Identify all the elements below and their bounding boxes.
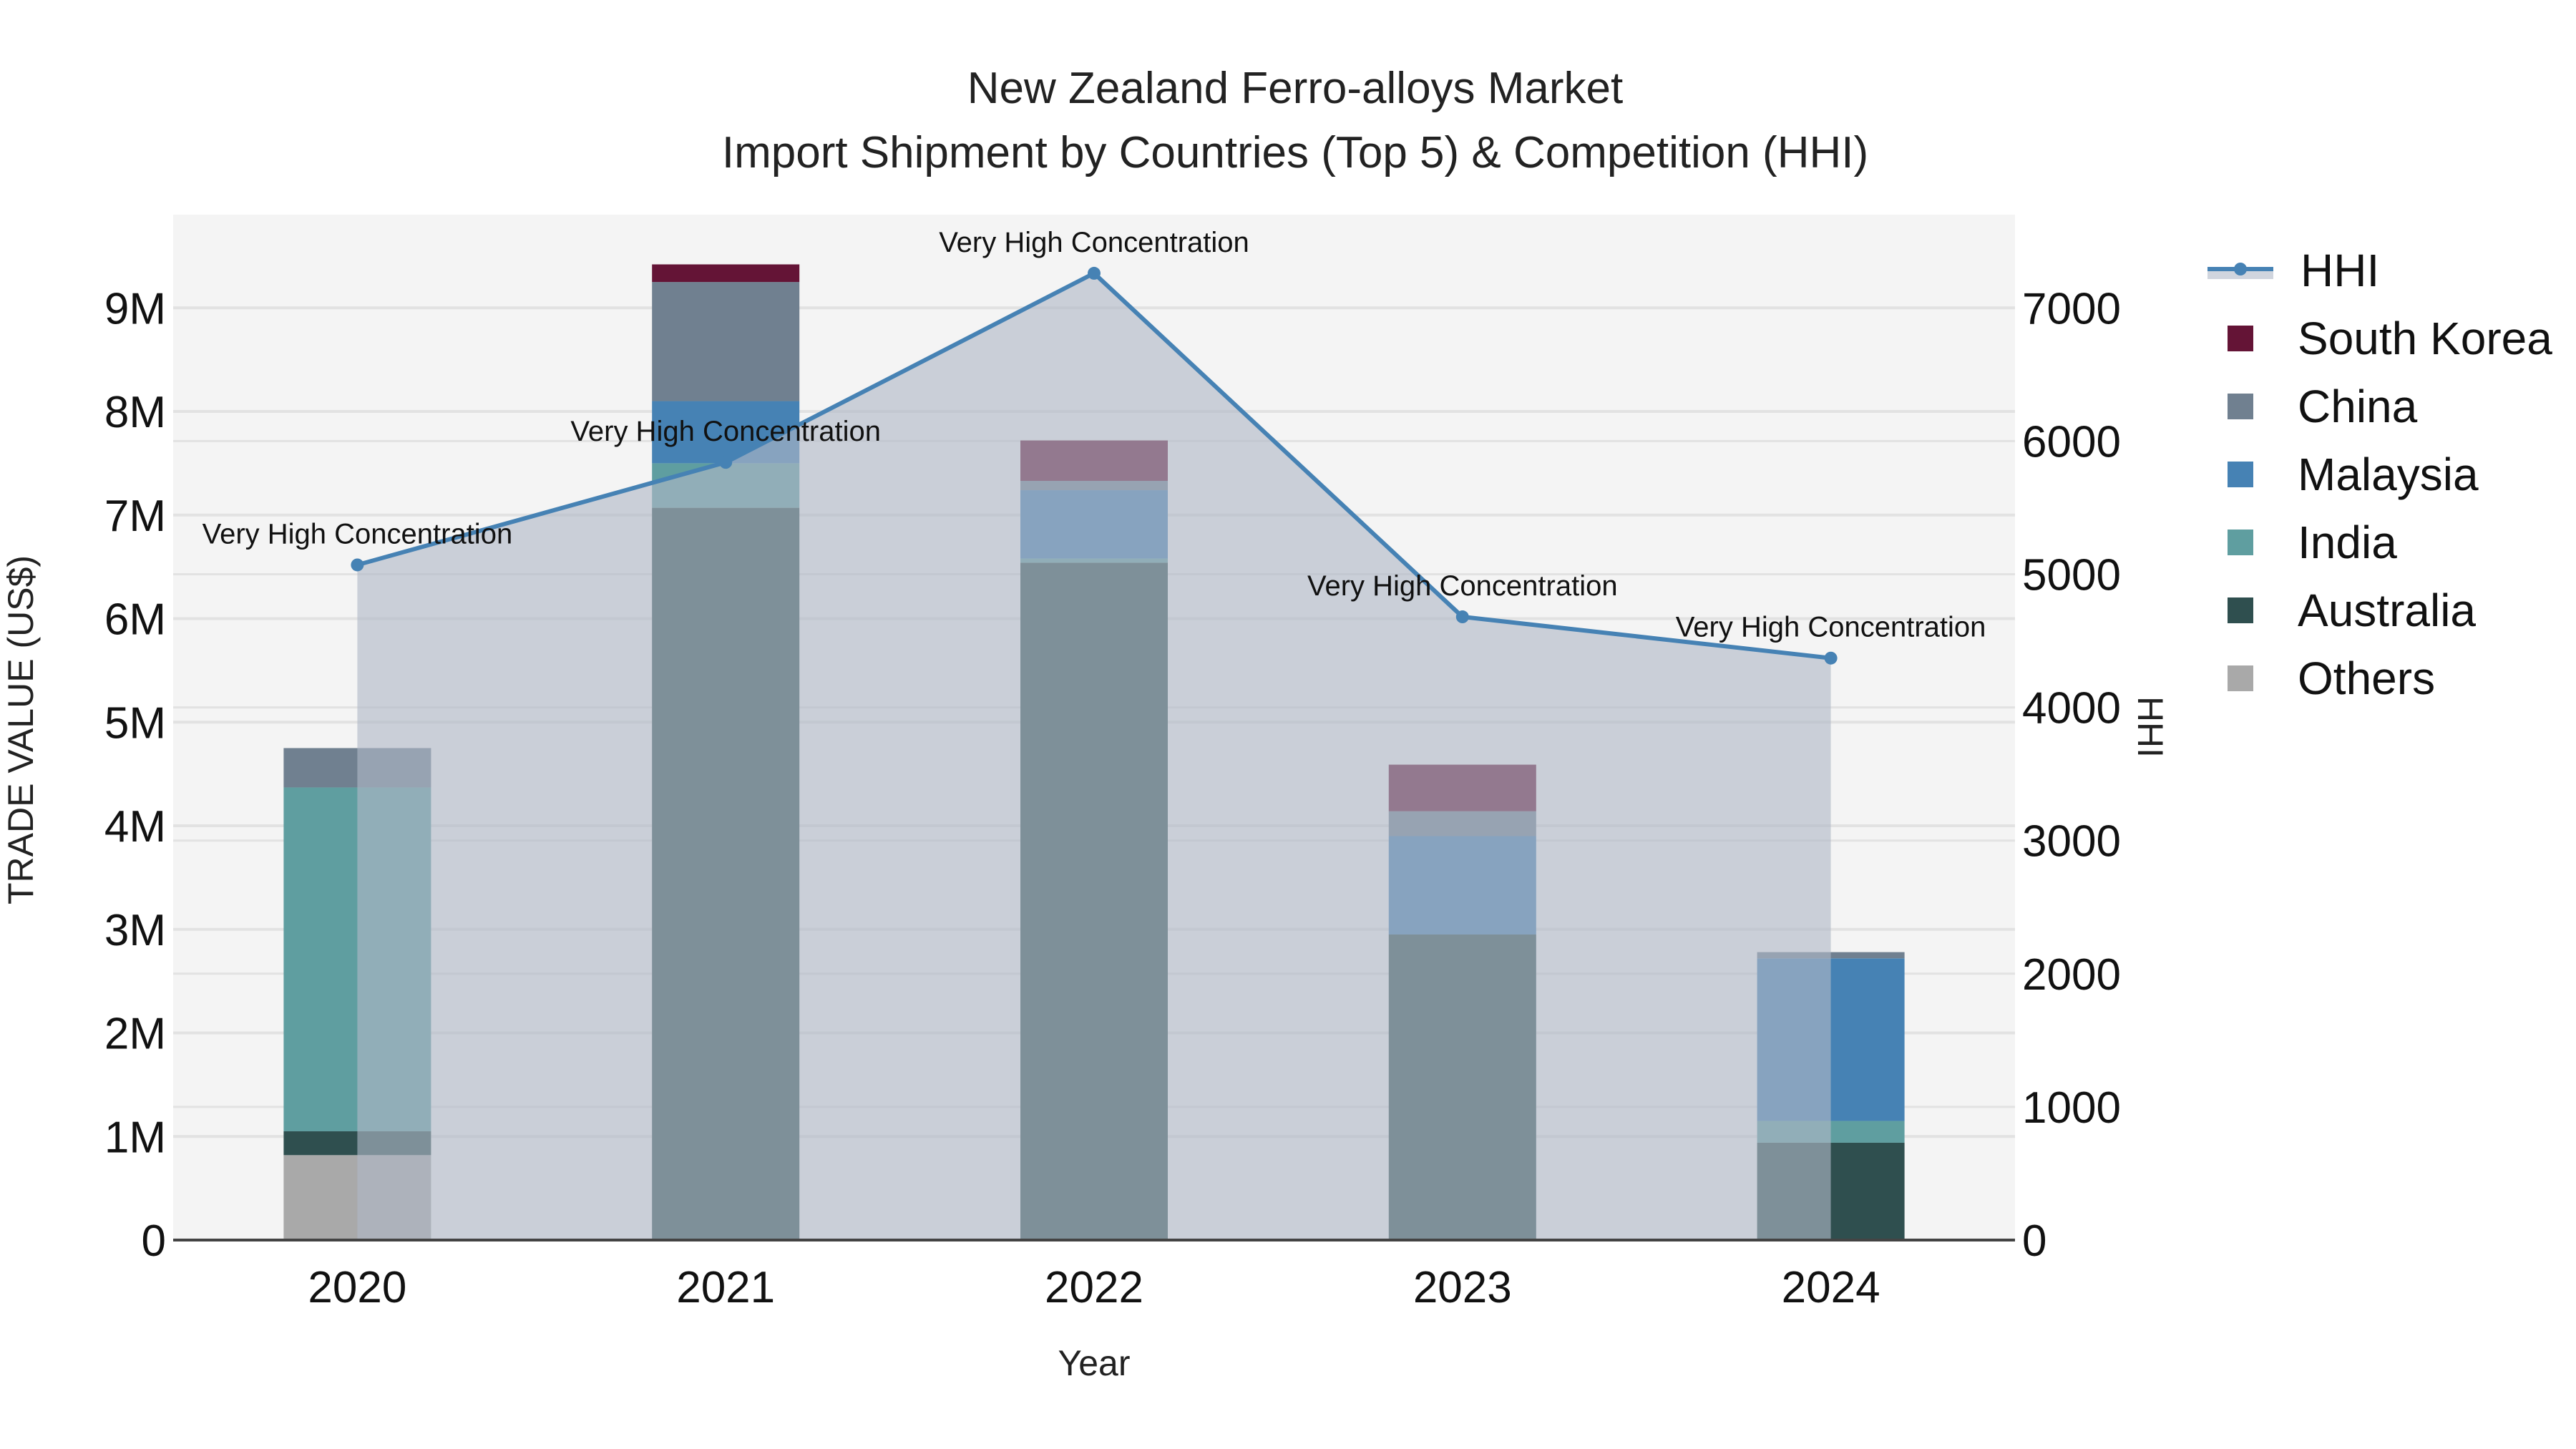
legend-label: India: [2298, 516, 2397, 568]
legend-item-south-korea[interactable]: South Korea: [2207, 304, 2552, 372]
legend-item-india[interactable]: India: [2207, 508, 2552, 576]
hhi-annotation: Very High Concentration: [1676, 612, 1986, 643]
y-left-tick: 6M: [104, 595, 166, 645]
legend-label: China: [2298, 380, 2418, 432]
y-right-tick: 0: [2022, 1216, 2046, 1266]
x-tick: 2022: [1045, 1263, 1143, 1312]
y-left-tick: 4M: [104, 802, 166, 852]
hhi-point[interactable]: [719, 456, 733, 469]
x-tick: 2024: [1782, 1263, 1880, 1312]
x-tick: 2023: [1413, 1263, 1512, 1312]
x-axis-title: Year: [1058, 1343, 1130, 1383]
y-right-tick: 7000: [2022, 284, 2121, 333]
y-right-tick: 6000: [2022, 417, 2121, 467]
color-swatch-icon: [2228, 597, 2253, 623]
legend-label: Australia: [2298, 584, 2476, 636]
y-right-axis-title: HHI: [2130, 696, 2170, 758]
color-swatch-icon: [2228, 393, 2253, 419]
y-left-tick: 0: [142, 1216, 166, 1266]
x-tick: 2020: [308, 1263, 406, 1312]
bar-segment-south-korea[interactable]: [652, 264, 800, 283]
legend: HHI South Korea China Malaysia India Australi…: [2207, 236, 2552, 712]
y-left-tick: 9M: [104, 284, 166, 333]
legend-label: Others: [2298, 652, 2436, 704]
y-left-tick: 8M: [104, 388, 166, 437]
color-swatch-icon: [2228, 325, 2253, 351]
x-tick: 2021: [676, 1263, 775, 1312]
y-left-tick: 1M: [104, 1113, 166, 1162]
hhi-point[interactable]: [351, 558, 364, 572]
hhi-point[interactable]: [1088, 266, 1101, 280]
hhi-point[interactable]: [1455, 610, 1469, 624]
y-right-tick: 3000: [2022, 817, 2121, 867]
y-right-tick: 2000: [2022, 950, 2121, 1000]
y-right-tick: 5000: [2022, 550, 2121, 600]
legend-item-china[interactable]: China: [2207, 372, 2552, 440]
legend-item-others[interactable]: Others: [2207, 644, 2552, 712]
y-right-tick: 1000: [2022, 1083, 2121, 1133]
y-left-tick: 7M: [104, 492, 166, 541]
y-left-tick: 5M: [104, 698, 166, 748]
hhi-annotation: Very High Concentration: [203, 518, 513, 550]
color-swatch-icon: [2228, 665, 2253, 691]
hhi-area: [357, 273, 1831, 1240]
y-left-tick: 2M: [104, 1010, 166, 1059]
hhi-annotation: Very High Concentration: [939, 227, 1249, 258]
legend-label: Malaysia: [2298, 448, 2479, 500]
legend-item-australia[interactable]: Australia: [2207, 576, 2552, 644]
color-swatch-icon: [2228, 529, 2253, 555]
color-swatch-icon: [2228, 461, 2253, 487]
y-right-tick: 4000: [2022, 684, 2121, 733]
hhi-annotation: Very High Concentration: [1307, 570, 1618, 602]
legend-item-hhi[interactable]: HHI: [2207, 236, 2552, 304]
legend-item-malaysia[interactable]: Malaysia: [2207, 440, 2552, 508]
legend-label: South Korea: [2298, 312, 2552, 364]
y-left-axis-title: TRADE VALUE (US$): [1, 555, 41, 904]
y-left-tick: 3M: [104, 906, 166, 955]
chart-title-line1: New Zealand Ferro-alloys Market: [967, 64, 1624, 113]
hhi-point[interactable]: [1824, 651, 1838, 665]
chart-title-line2: Import Shipment by Countries (Top 5) & C…: [721, 128, 1869, 177]
line-marker-icon: [2207, 256, 2273, 285]
legend-label: HHI: [2301, 244, 2380, 296]
hhi-annotation: Very High Concentration: [570, 416, 881, 447]
bar-segment-china[interactable]: [652, 282, 800, 401]
